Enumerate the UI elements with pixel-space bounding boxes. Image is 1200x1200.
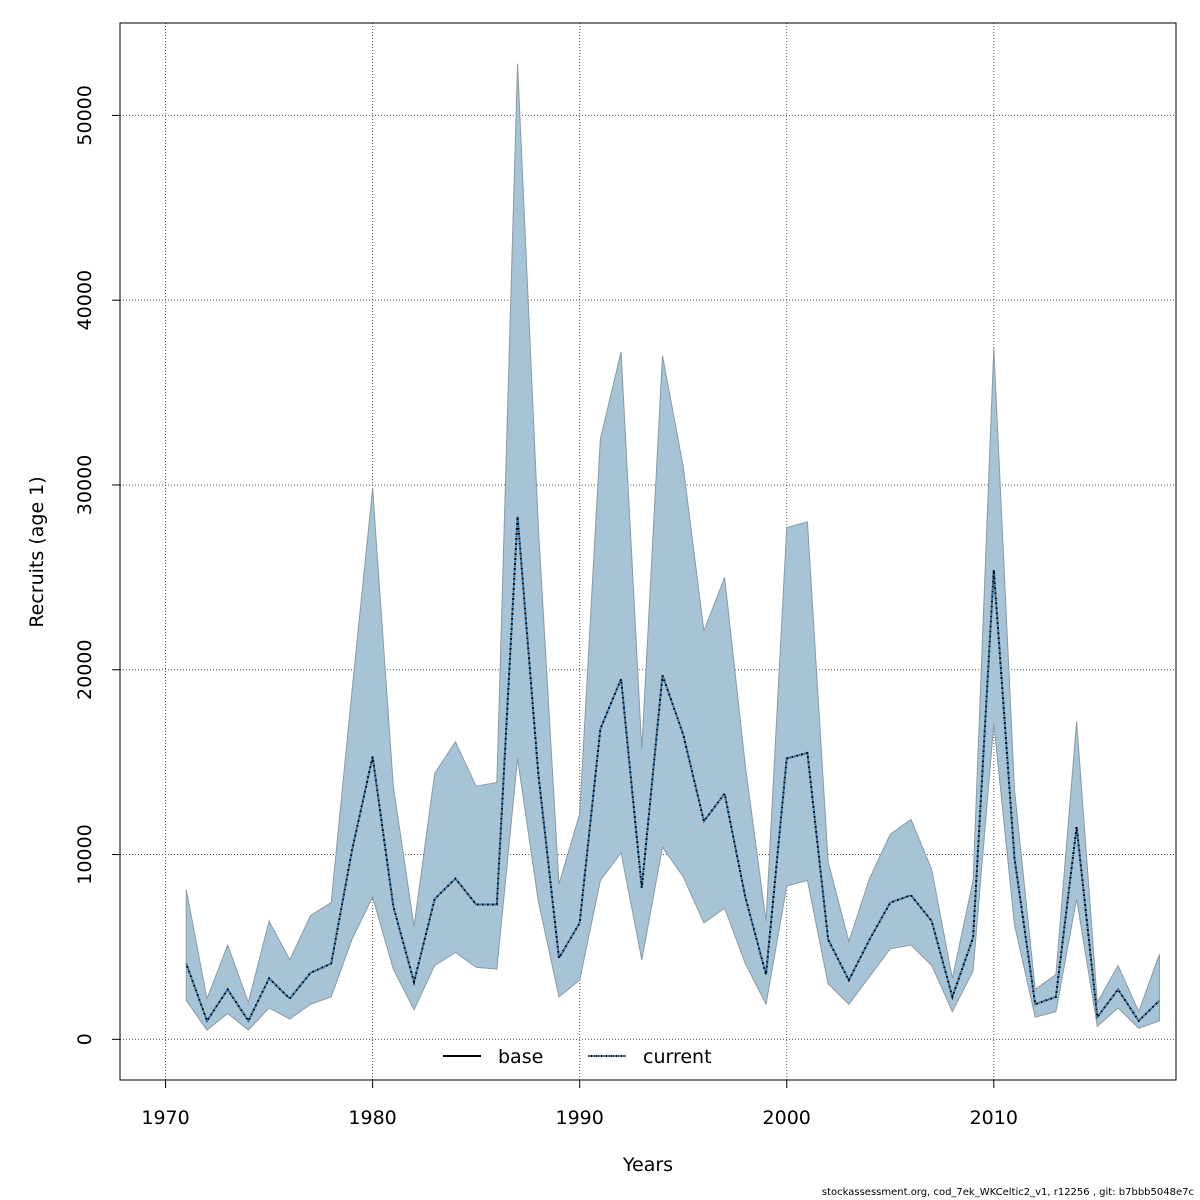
confidence-band [185, 63, 1160, 1031]
legend-current-label: current [643, 1046, 712, 1068]
y-tick-label: 50000 [74, 85, 96, 145]
legend: base current [443, 1046, 712, 1068]
y-tick-label: 10000 [74, 824, 96, 884]
y-axis-label: Recruits (age 1) [26, 476, 48, 627]
x-axis: 1970 1980 1990 2000 2010 [141, 1079, 1018, 1129]
series-line-current [185, 516, 1161, 1024]
footer-caption: stockassessment.org, cod_7ek_WKCeltic2_v… [821, 1187, 1194, 1198]
x-tick-label: 1990 [555, 1107, 603, 1129]
y-tick-label: 20000 [74, 640, 96, 700]
x-tick-label: 1970 [141, 1107, 189, 1129]
y-tick-label: 0 [74, 1033, 96, 1045]
x-tick-label: 2000 [763, 1107, 811, 1129]
y-axis: 0 10000 20000 30000 40000 50000 [74, 85, 121, 1045]
x-tick-label: 2010 [970, 1107, 1018, 1129]
y-tick-label: 40000 [74, 270, 96, 330]
confidence-band-area [185, 63, 1160, 1031]
x-axis-label: Years [622, 1154, 673, 1176]
legend-base-label: base [498, 1046, 543, 1068]
x-tick-label: 1980 [348, 1107, 396, 1129]
y-tick-label: 30000 [74, 455, 96, 515]
series-lines [185, 516, 1161, 1024]
